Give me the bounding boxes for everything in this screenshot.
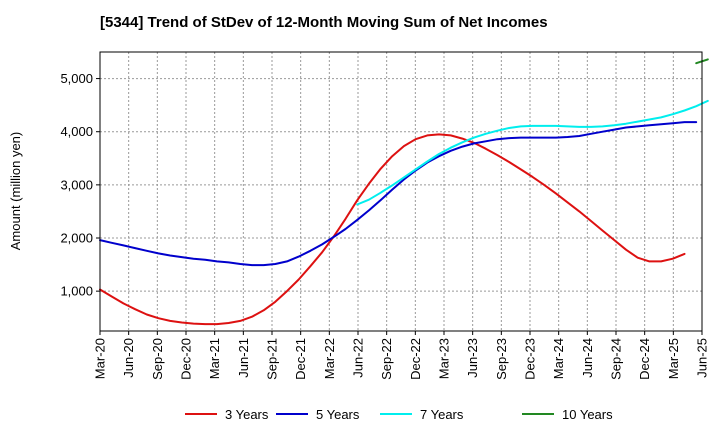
x-tick-label: Dec-24: [637, 338, 652, 380]
legend: 3 Years 5 Years 7 Years 10 Years: [185, 407, 613, 422]
y-axis-title: Amount (million yen): [8, 132, 23, 251]
y-tick-label: 2,000: [60, 231, 93, 246]
x-tick-label: Jun-22: [351, 338, 366, 378]
plot-area: [100, 52, 702, 331]
x-tick-label: Sep-24: [609, 338, 624, 380]
x-tick-label: Jun-25: [695, 338, 710, 378]
y-tick-label: 3,000: [60, 177, 93, 192]
series-line-3-years: [99, 133, 686, 326]
x-tick-label: Mar-25: [666, 338, 681, 379]
x-axis-ticks: Mar-20 Jun-20 Sep-20 Dec-20 Mar-21 Jun-21 Sep-…: [93, 331, 710, 380]
x-tick-label: Dec-21: [293, 338, 308, 380]
legend-label: 10 Years: [562, 407, 613, 422]
x-tick-label: Mar-23: [437, 338, 452, 379]
x-tick-label: Sep-22: [379, 338, 394, 380]
x-tick-label: Mar-20: [93, 338, 108, 379]
x-tick-label: Mar-21: [207, 338, 222, 379]
series-lines: [99, 58, 709, 326]
x-tick-label: Mar-24: [551, 338, 566, 379]
x-tick-label: Dec-22: [408, 338, 423, 380]
x-tick-label: Jun-20: [121, 338, 136, 378]
x-tick-label: Sep-20: [150, 338, 165, 380]
y-tick-label: 1,000: [60, 284, 93, 299]
y-axis-ticks: 1,000 2,000 3,000 4,000 5,000: [60, 71, 100, 299]
series-line-5-years: [99, 121, 698, 267]
legend-label: 3 Years: [225, 407, 269, 422]
x-tick-label: Sep-21: [265, 338, 280, 380]
x-tick-label: Dec-23: [523, 338, 538, 380]
chart-title: [5344] Trend of StDev of 12-Month Moving…: [100, 14, 548, 31]
legend-label: 5 Years: [316, 407, 360, 422]
y-tick-label: 5,000: [60, 71, 93, 86]
x-tick-label: Jun-24: [580, 338, 595, 378]
x-tick-label: Dec-20: [179, 338, 194, 380]
x-tick-label: Jun-23: [465, 338, 480, 378]
plot-frame: [99, 51, 703, 332]
y-tick-label: 4,000: [60, 124, 93, 139]
grid: [100, 52, 702, 331]
x-tick-label: Jun-21: [236, 338, 251, 378]
legend-label: 7 Years: [420, 407, 464, 422]
series-line-7-years: [356, 99, 709, 206]
x-tick-label: Sep-23: [494, 338, 509, 380]
x-tick-label: Mar-22: [322, 338, 337, 379]
